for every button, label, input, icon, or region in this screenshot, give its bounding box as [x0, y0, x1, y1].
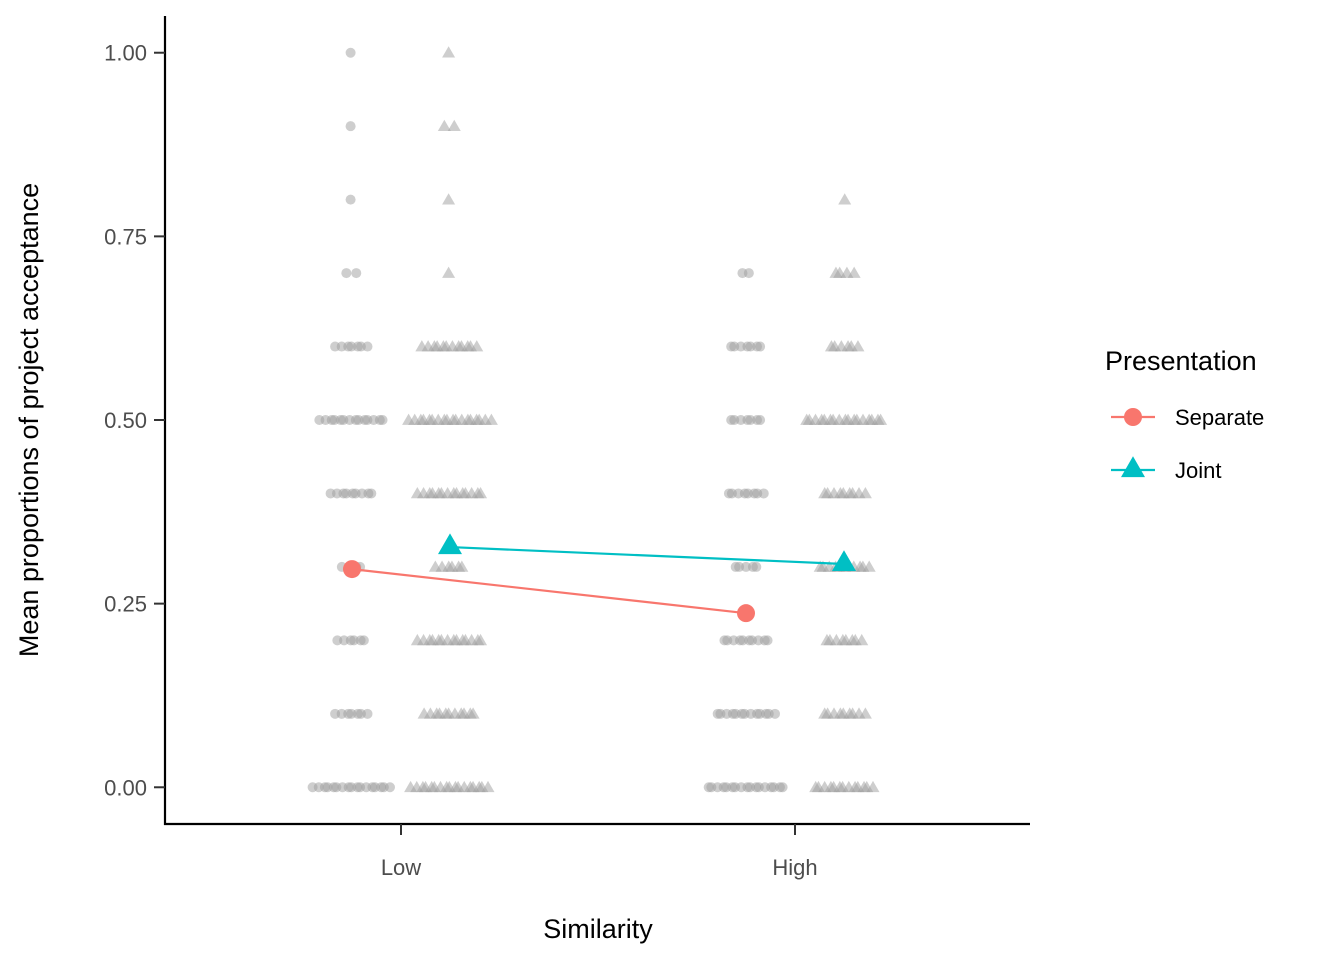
raw-point	[855, 633, 869, 646]
y-tick-label: 1.00	[104, 41, 147, 66]
raw-point	[751, 561, 762, 572]
mean-point-separate	[343, 560, 361, 579]
raw-point	[866, 780, 880, 793]
y-tick-label: 0.00	[104, 775, 147, 800]
y-tick-label: 0.75	[104, 224, 147, 249]
legend-key-triangle-icon	[1121, 456, 1145, 478]
raw-point	[474, 487, 488, 499]
raw-point	[345, 194, 356, 205]
raw-point	[743, 268, 754, 279]
raw-point	[362, 708, 373, 719]
raw-point	[777, 782, 788, 793]
legend-item-joint: Joint	[1111, 456, 1221, 483]
raw-point	[734, 561, 745, 572]
y-axis-title: Mean proportions of project acceptance	[14, 183, 44, 657]
raw-point	[762, 635, 773, 646]
mean-point-joint	[832, 550, 856, 572]
series-line-joint	[449, 545, 845, 566]
raw-point	[341, 268, 352, 279]
x-tick-label: High	[772, 855, 817, 880]
mean-lines-layer	[351, 545, 845, 615]
raw-point	[755, 341, 766, 352]
raw-point	[385, 782, 395, 793]
legend-label: Separate	[1175, 405, 1264, 430]
raw-point	[351, 268, 362, 279]
mean-point-joint	[438, 533, 462, 555]
raw-point	[466, 707, 480, 719]
x-tick-label: Low	[381, 855, 421, 880]
raw-point	[862, 560, 876, 572]
x-axis-title: Similarity	[543, 914, 653, 944]
raw-point	[366, 488, 377, 499]
axes-layer: 0.00 0.25 0.50 0.75 1.00 Low High	[104, 16, 1030, 880]
legend-title: Presentation	[1105, 346, 1257, 376]
raw-point	[858, 707, 872, 719]
raw-point	[455, 560, 469, 572]
raw-point	[447, 119, 461, 132]
raw-point	[437, 119, 451, 132]
raw-point	[442, 266, 456, 278]
raw-point	[755, 415, 766, 425]
y-tick-label: 0.25	[104, 592, 147, 617]
raw-point	[838, 193, 852, 205]
raw-point	[847, 266, 861, 278]
raw-point	[474, 633, 488, 646]
raw-point	[770, 708, 780, 719]
raw-point	[741, 561, 751, 572]
raw-point	[377, 415, 388, 425]
raw-point	[442, 46, 456, 58]
raw-point	[874, 413, 888, 425]
mean-points-layer	[343, 533, 856, 623]
mean-point-separate	[737, 604, 755, 623]
raw-points-layer	[307, 46, 888, 793]
legend-key-circle-icon	[1124, 408, 1142, 426]
legend-item-separate: Separate	[1111, 405, 1264, 430]
raw-point	[758, 488, 769, 499]
legend-label: Joint	[1175, 458, 1221, 483]
raw-point	[470, 340, 484, 352]
raw-point	[345, 121, 356, 132]
series-line-separate	[351, 568, 747, 615]
raw-point	[362, 341, 373, 352]
raw-point	[358, 635, 369, 646]
raw-point	[851, 340, 865, 352]
raw-point	[442, 193, 456, 205]
legend: Presentation Separate Joint	[1105, 346, 1264, 483]
raw-point	[484, 413, 498, 425]
y-tick-label: 0.50	[104, 408, 147, 433]
raw-point	[858, 487, 872, 499]
raw-point	[481, 780, 495, 793]
raw-point	[345, 47, 356, 58]
